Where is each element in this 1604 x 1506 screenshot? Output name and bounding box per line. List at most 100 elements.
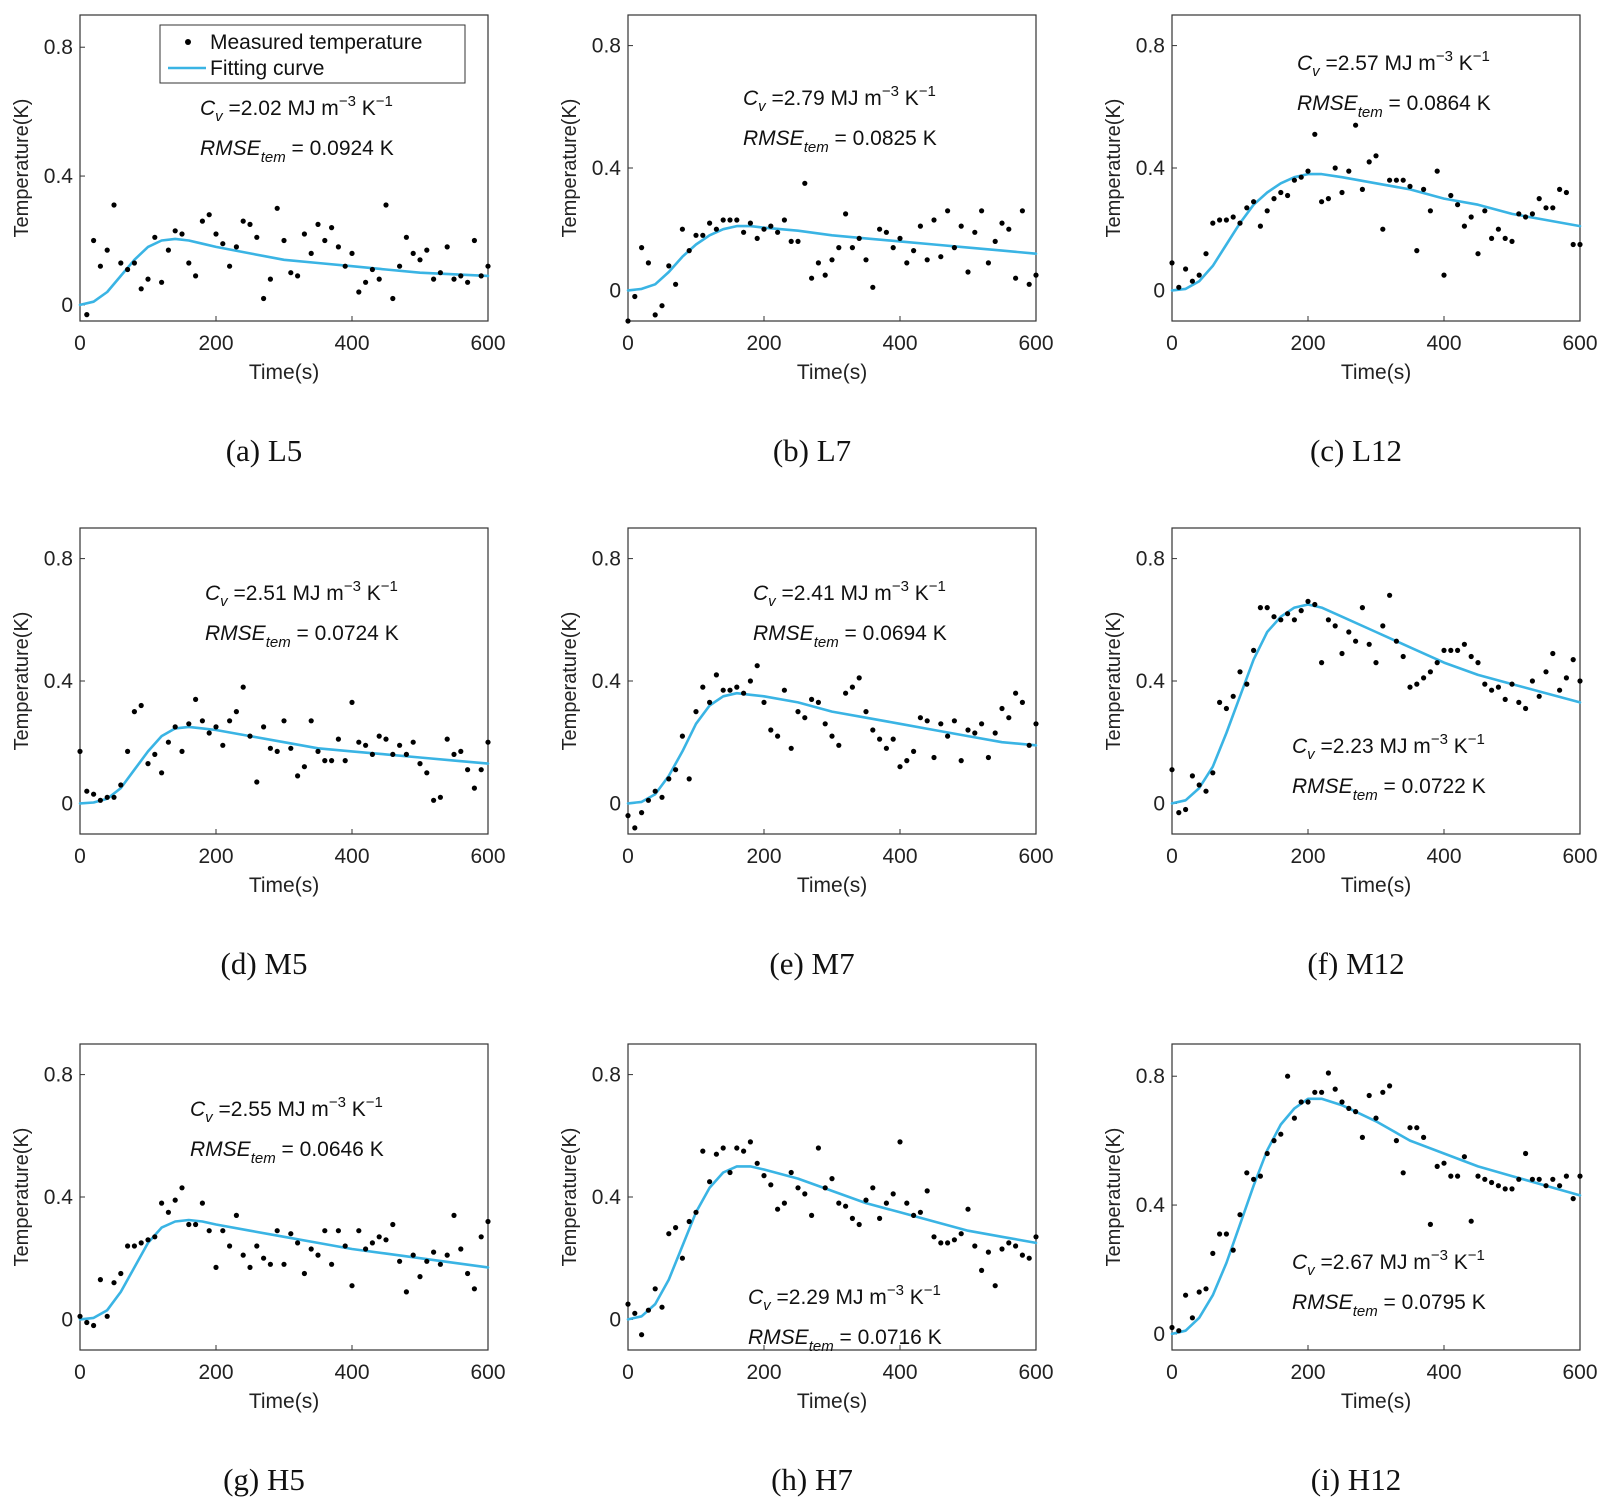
data-point	[897, 764, 903, 770]
fit-curve-line	[626, 1165, 1038, 1321]
data-point	[659, 794, 665, 800]
data-point	[206, 730, 212, 736]
data-point	[281, 718, 287, 724]
x-tick-label: 200	[1290, 1361, 1325, 1384]
data-point	[1489, 687, 1495, 693]
data-point	[1033, 272, 1039, 278]
data-point	[652, 312, 658, 318]
data-point	[84, 312, 90, 318]
chart-panel-g: 0 200 400 600 0 0.4 0.8 Time(s) Temperature(K) Cv…	[11, 1043, 506, 1497]
data-point	[356, 739, 362, 745]
data-point	[1550, 205, 1556, 211]
data-point	[1033, 721, 1039, 727]
data-point	[741, 690, 747, 696]
data-point	[1176, 284, 1182, 290]
data-point	[376, 733, 382, 739]
data-point	[815, 699, 822, 706]
y-tick-label: 0.4	[592, 157, 622, 180]
data-point	[458, 1246, 464, 1252]
data-point	[335, 244, 341, 250]
data-point	[383, 202, 389, 208]
data-point	[288, 745, 294, 751]
data-point	[1482, 681, 1488, 687]
data-point	[97, 263, 103, 269]
data-point	[254, 779, 260, 785]
data-point	[1407, 684, 1413, 690]
data-point	[172, 724, 178, 730]
data-point	[220, 1228, 226, 1234]
y-tick-label: 0	[609, 279, 621, 302]
data-point	[843, 1203, 849, 1209]
data-point	[734, 684, 740, 690]
plot-frame	[79, 1043, 489, 1351]
data-point	[1244, 205, 1250, 211]
data-point	[138, 1240, 144, 1246]
data-point	[1550, 1176, 1556, 1182]
data-point	[686, 248, 692, 254]
y-tick-label: 0.4	[592, 670, 622, 693]
data-point	[240, 1252, 246, 1258]
data-point	[240, 684, 246, 690]
data-point	[1298, 608, 1304, 614]
data-point	[904, 260, 910, 266]
data-point	[1448, 647, 1454, 654]
data-point	[863, 257, 869, 263]
data-point	[1217, 217, 1223, 223]
data-point	[727, 687, 733, 693]
rmse-annotation: RMSEtem = 0.0795 K	[1292, 1291, 1486, 1320]
data-point	[652, 788, 658, 794]
chart-panel-b: 0 200 400 600 0 0.4 0.8 Time(s) Temperature(K) Cv…	[559, 14, 1054, 468]
data-point	[274, 748, 280, 755]
data-point	[625, 1301, 631, 1307]
y-axis-label: Temperature(K)	[11, 99, 33, 238]
data-point	[1339, 1099, 1345, 1105]
data-point	[958, 223, 964, 229]
data-point	[403, 234, 409, 240]
data-point	[1291, 1115, 1297, 1121]
data-point	[836, 1200, 842, 1206]
data-point	[1026, 742, 1032, 748]
data-point	[822, 1185, 828, 1191]
data-point	[458, 748, 464, 755]
data-point	[193, 273, 199, 279]
rmse-annotation: RMSEtem = 0.0924 K	[200, 137, 394, 166]
data-point	[1353, 638, 1359, 644]
data-point	[1230, 1247, 1236, 1253]
panel-caption: (b) L7	[773, 433, 851, 468]
data-point	[809, 1212, 815, 1218]
data-point	[376, 1234, 382, 1240]
data-point	[754, 235, 760, 241]
data-point	[1495, 226, 1501, 232]
data-point	[652, 1286, 658, 1292]
data-point	[1577, 678, 1583, 684]
data-point	[322, 758, 328, 764]
data-point	[424, 770, 430, 776]
data-point	[849, 245, 856, 251]
data-point	[1319, 199, 1325, 205]
data-point	[972, 730, 978, 736]
data-point	[788, 1169, 794, 1176]
data-point	[1305, 598, 1311, 605]
data-point	[1502, 696, 1508, 703]
data-point	[1523, 1150, 1529, 1157]
data-point	[1176, 1328, 1182, 1334]
data-point	[856, 1221, 862, 1228]
data-point	[659, 303, 665, 309]
data-point	[118, 782, 124, 788]
data-point	[104, 794, 110, 800]
data-point	[856, 235, 862, 241]
data-point	[1455, 647, 1461, 654]
cv-annotation: Cv =2.57 MJ m−3 K−1	[1297, 48, 1490, 80]
data-point	[1013, 690, 1019, 696]
data-point	[917, 1209, 924, 1215]
data-point	[1441, 272, 1447, 278]
data-point	[1529, 1176, 1535, 1182]
data-point	[1203, 251, 1209, 257]
data-point	[741, 1148, 747, 1154]
data-point	[1577, 1173, 1583, 1179]
data-point	[485, 1218, 491, 1225]
data-point	[1244, 1170, 1250, 1176]
data-point	[897, 235, 903, 241]
data-point	[877, 736, 883, 742]
data-point	[917, 715, 924, 721]
